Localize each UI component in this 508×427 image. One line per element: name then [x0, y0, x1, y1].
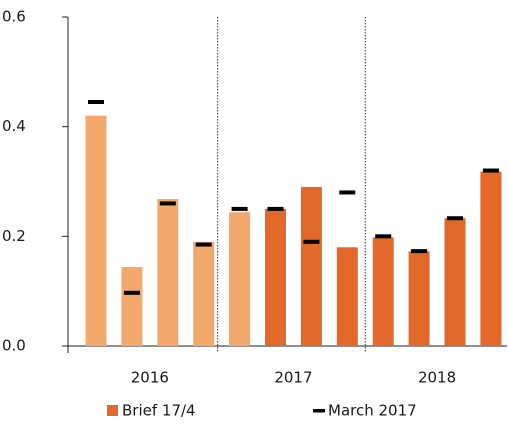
legend-label: March 2017 [328, 402, 417, 420]
bar [229, 212, 251, 346]
y-tick-label: 0.0 [2, 337, 26, 355]
bar [408, 251, 430, 346]
bar [372, 237, 394, 346]
group-label: 2018 [418, 369, 456, 387]
legend-marker [313, 409, 325, 413]
y-tick-label: 0.2 [2, 227, 26, 245]
marker [231, 206, 248, 211]
bar [121, 267, 143, 346]
bar [480, 171, 502, 346]
bar [193, 241, 215, 346]
bar [157, 199, 179, 346]
marker [195, 242, 212, 247]
marker [303, 239, 320, 244]
bar [444, 218, 466, 346]
legend-swatch [107, 405, 118, 416]
marker [375, 234, 392, 239]
y-tick-label: 0.4 [2, 117, 26, 135]
marker [159, 201, 176, 206]
group-label: 2017 [274, 369, 312, 387]
marker [482, 168, 499, 173]
marker [411, 249, 428, 254]
marker [339, 190, 356, 195]
bar [300, 186, 322, 346]
legend-label: Brief 17/4 [122, 402, 196, 420]
marker [447, 216, 463, 221]
bar [85, 115, 107, 346]
marker [267, 206, 284, 211]
group-label: 2016 [131, 369, 169, 387]
marker [123, 290, 140, 295]
y-tick-label: 0.6 [2, 8, 26, 26]
marker [88, 99, 104, 104]
bar [336, 247, 358, 346]
bar [265, 208, 286, 346]
